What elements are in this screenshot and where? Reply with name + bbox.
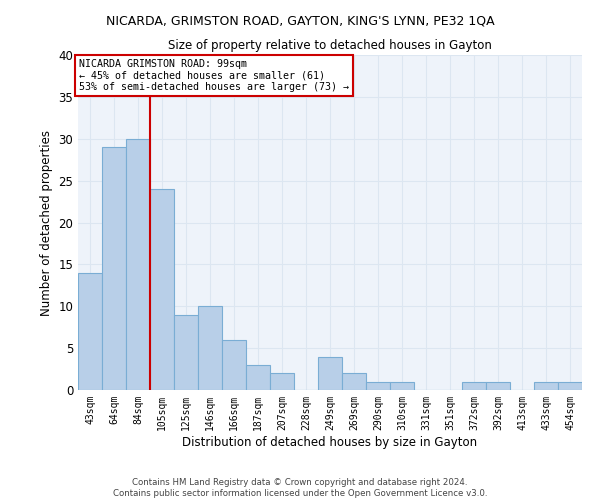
Y-axis label: Number of detached properties: Number of detached properties [40,130,53,316]
Bar [342,373,366,390]
Bar [150,189,174,390]
Bar [390,382,414,390]
Text: Contains HM Land Registry data © Crown copyright and database right 2024.
Contai: Contains HM Land Registry data © Crown c… [113,478,487,498]
X-axis label: Distribution of detached houses by size in Gayton: Distribution of detached houses by size … [182,436,478,448]
Bar [318,356,342,390]
Bar [246,365,270,390]
Bar [366,382,390,390]
Bar [126,138,150,390]
Text: NICARDA GRIMSTON ROAD: 99sqm
← 45% of detached houses are smaller (61)
53% of se: NICARDA GRIMSTON ROAD: 99sqm ← 45% of de… [79,59,349,92]
Bar [222,340,246,390]
Bar [534,382,558,390]
Text: NICARDA, GRIMSTON ROAD, GAYTON, KING'S LYNN, PE32 1QA: NICARDA, GRIMSTON ROAD, GAYTON, KING'S L… [106,15,494,28]
Bar [558,382,582,390]
Bar [462,382,486,390]
Bar [270,373,294,390]
Bar [174,314,198,390]
Bar [78,273,102,390]
Bar [102,147,126,390]
Bar [198,306,222,390]
Bar [486,382,510,390]
Title: Size of property relative to detached houses in Gayton: Size of property relative to detached ho… [168,40,492,52]
